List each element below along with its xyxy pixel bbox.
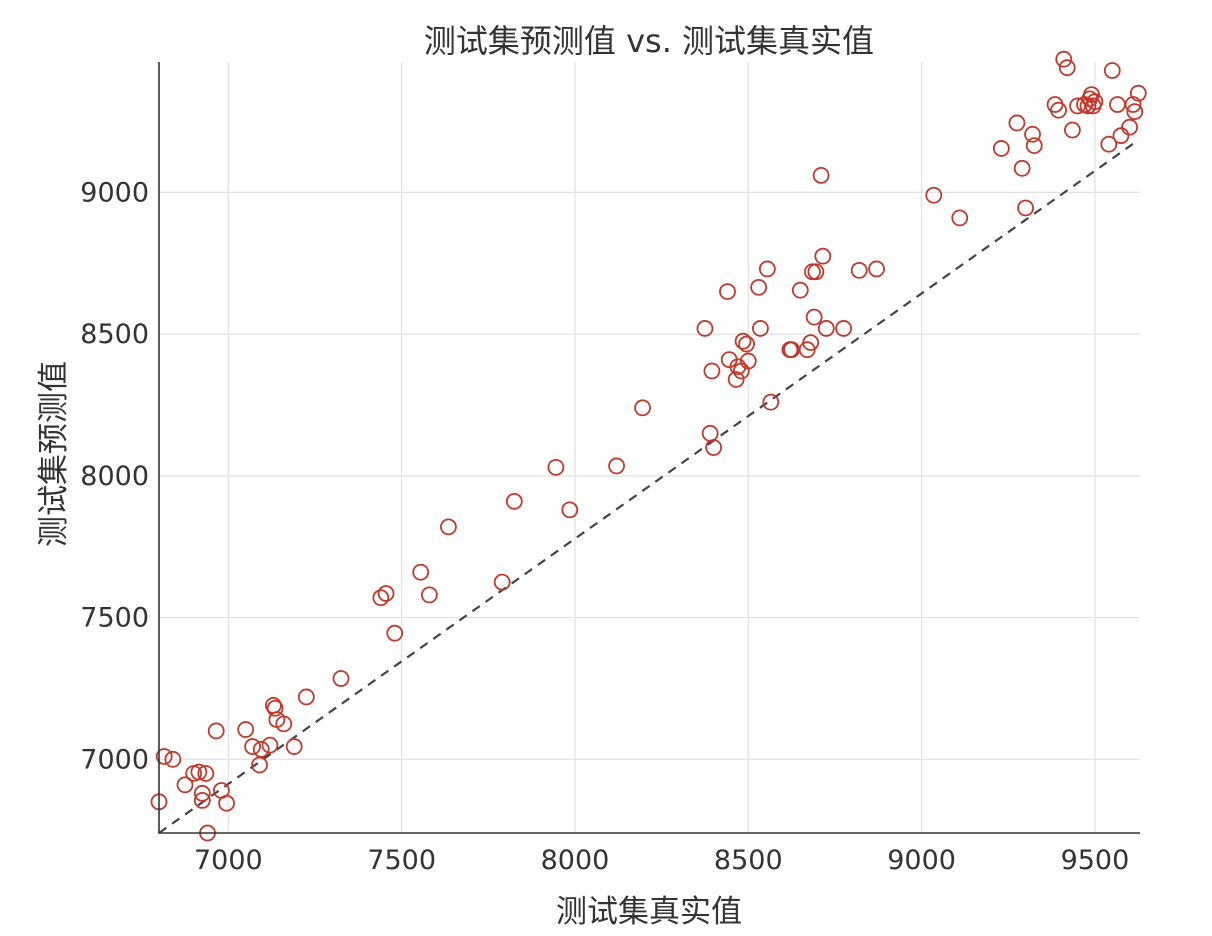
data-point (951, 209, 969, 227)
data-point (734, 332, 752, 350)
data-point (1058, 59, 1076, 77)
data-point (807, 263, 825, 281)
data-point (1086, 93, 1104, 111)
data-point (176, 776, 194, 794)
data-point (817, 320, 835, 337)
data-point (791, 281, 809, 299)
data-point (696, 320, 714, 337)
data-point (1025, 137, 1043, 155)
axis-frame (158, 62, 1140, 834)
data-point (1109, 96, 1126, 113)
data-point (762, 393, 780, 411)
data-point (332, 670, 350, 687)
data-point (850, 261, 868, 279)
reference-line (158, 140, 1138, 834)
data-point (1103, 62, 1121, 79)
data-point (738, 335, 755, 353)
y-tick-label: 9000 (80, 177, 149, 208)
data-point (1124, 96, 1142, 113)
data-point (835, 320, 853, 337)
data-point (1024, 125, 1041, 143)
data-point (440, 518, 457, 536)
data-point (193, 784, 211, 802)
tick-labels: 7000 7500 8000 8500 9000 9500 7000 7500 8000 8500… (80, 177, 1129, 876)
data-point (701, 424, 719, 442)
data-point (1100, 135, 1118, 153)
data-point (372, 589, 390, 607)
axes (158, 62, 1140, 834)
data-point (561, 501, 579, 519)
data-point (297, 688, 315, 706)
data-point (420, 586, 438, 604)
data-point (164, 750, 182, 768)
data-point (377, 585, 395, 602)
grid-lines (159, 62, 1140, 833)
data-point (190, 763, 208, 781)
data-point (750, 278, 768, 296)
data-point (805, 308, 823, 326)
x-tick-label: 7000 (194, 845, 263, 876)
data-point (252, 740, 270, 758)
y-tick-label: 8000 (80, 461, 149, 492)
data-point (804, 263, 821, 281)
chart-title: 测试集预测值 vs. 测试集真实值 (424, 22, 874, 60)
data-points (150, 50, 1147, 842)
data-point (266, 699, 284, 717)
data-point (1013, 159, 1031, 177)
data-point (727, 371, 745, 388)
data-point (812, 166, 830, 184)
data-point (752, 320, 769, 337)
data-point (1008, 114, 1026, 132)
data-point (1129, 84, 1147, 102)
data-point (155, 748, 173, 765)
data-point (1017, 199, 1035, 217)
data-point (992, 140, 1010, 157)
data-point (505, 492, 523, 510)
data-point (412, 563, 430, 581)
y-tick-label: 7500 (80, 603, 149, 634)
data-point (1050, 101, 1067, 119)
data-point (814, 247, 832, 265)
data-point (1121, 118, 1139, 136)
data-point (802, 334, 820, 352)
y-axis-label: 测试集预测值 (36, 361, 72, 547)
data-point (237, 721, 255, 738)
data-point (197, 765, 215, 782)
x-tick-label: 8500 (714, 845, 783, 876)
data-point (218, 794, 235, 812)
y-tick-label: 8500 (80, 319, 149, 350)
data-point (275, 715, 293, 733)
data-point (1126, 103, 1144, 121)
data-point (1112, 127, 1130, 145)
data-point (386, 624, 404, 642)
x-tick-label: 9500 (1061, 845, 1130, 876)
x-tick-label: 8000 (541, 845, 610, 876)
x-tick-label: 7500 (367, 845, 436, 876)
data-point (285, 738, 303, 755)
data-point (758, 260, 776, 278)
data-point (547, 458, 565, 476)
data-point (193, 792, 211, 809)
data-point (703, 362, 721, 380)
data-point (729, 358, 747, 376)
data-point (244, 738, 261, 755)
data-point (261, 736, 279, 754)
data-point (207, 722, 225, 740)
data-point (705, 439, 723, 456)
data-point (739, 352, 757, 370)
data-point (1055, 50, 1073, 68)
data-point (608, 457, 625, 475)
data-point (634, 399, 651, 417)
data-point (1064, 121, 1081, 139)
x-tick-label: 9000 (887, 845, 956, 876)
data-point (493, 573, 511, 591)
reference-line-layer (158, 140, 1138, 834)
data-point (925, 186, 943, 204)
y-tick-label: 7000 (80, 744, 149, 775)
data-point (719, 283, 736, 300)
x-axis-label: 测试集真实值 (556, 894, 742, 930)
data-point (868, 260, 885, 278)
